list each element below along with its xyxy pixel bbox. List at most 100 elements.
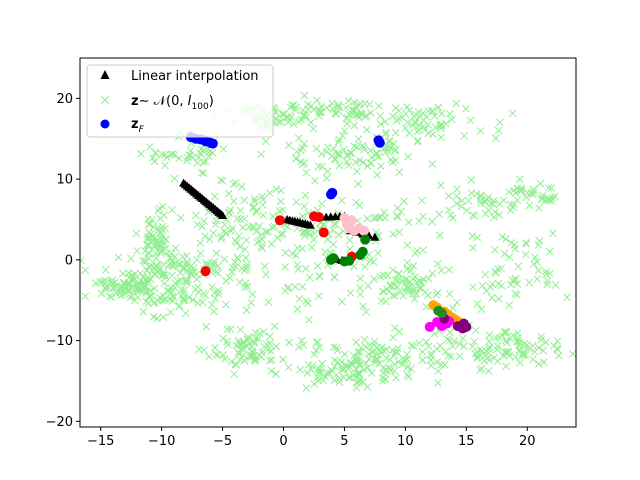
x-stroke [208,283,216,292]
background-point-x [315,272,324,281]
x-stroke [304,100,312,109]
x-stroke [401,279,410,288]
background-point-x [485,331,494,339]
x-stroke [175,302,183,311]
x-stroke [154,206,162,215]
x-stroke [208,300,216,309]
legend-box [86,64,274,138]
background-point-x [317,108,326,117]
background-point-x [513,333,522,342]
background-point-x [310,235,318,244]
x-stroke [304,209,313,217]
x-stroke [459,334,467,343]
background-point-x [428,160,437,168]
background-point-x [394,270,403,279]
background-point-x [307,118,315,127]
background-point-x [468,342,477,351]
x-stroke [267,240,276,248]
x-stroke [308,361,317,370]
x-stroke [482,287,491,295]
background-point-x [141,247,149,255]
background-point-x [352,110,360,119]
background-point-x [208,283,216,292]
background-point-x [131,270,139,278]
background-point-x [300,202,309,211]
x-stroke [255,350,263,359]
x-stroke [386,144,395,152]
x-stroke [373,350,382,359]
background-point-x [267,356,276,364]
x-stroke [233,215,242,223]
background-point-x [101,276,109,285]
background-point-x [338,365,346,374]
x-stroke [266,332,274,341]
x-stroke [505,253,514,262]
x-stroke [165,287,174,295]
background-point-x [183,156,191,165]
background-point-x [418,196,426,205]
background-point-x [382,128,390,137]
background-point-x [159,313,168,321]
background-point-x [101,284,110,292]
x-stroke [201,157,210,166]
background-point-x [235,350,243,358]
x-stroke [211,343,219,352]
background-point-x [200,217,208,225]
x-stroke [169,293,178,302]
legend-label-zf: zF [131,117,145,135]
background-point-x [511,244,519,253]
background-point-x [224,189,233,198]
background-point-x [519,348,528,356]
background-point-x [429,130,437,139]
x-stroke [393,204,402,213]
x-stroke [161,150,170,159]
background-point-x [450,337,459,345]
x-stroke [537,336,545,344]
background-point-x [245,340,254,348]
x-stroke [332,343,341,352]
x-stroke [301,191,310,200]
x-stroke [381,214,390,222]
background-point-x [514,262,523,271]
background-point-x [285,338,293,347]
background-point-x [511,289,520,298]
background-point-x [228,224,237,233]
x-stroke [357,108,365,117]
background-point-x [214,286,223,295]
background-point-x [350,142,359,151]
background-point-x [260,262,269,271]
background-point-x [234,348,243,357]
background-point-x [491,208,499,216]
background-point-x [521,250,530,259]
x-stroke [380,271,388,280]
background-point-x [334,101,343,109]
x-stroke [262,228,270,236]
x-stroke [163,249,171,258]
background-point-x [404,287,412,295]
x-stroke [144,276,152,285]
x-stroke [502,362,510,371]
x-stroke [193,275,201,284]
background-point-x [544,183,553,192]
x-stroke [364,350,373,359]
x-stroke [361,263,369,271]
interpolation-point [218,210,228,219]
background-point-x [140,279,148,287]
background-point-x [237,182,246,191]
x-stroke [157,246,166,255]
background-point-x [355,156,364,165]
background-point-x [298,244,307,253]
x-stroke [367,159,375,167]
background-point-x [249,202,258,211]
x-stroke [491,334,500,342]
x-stroke [349,262,358,271]
background-point-x [393,211,401,220]
x-stroke [292,154,301,163]
background-point-x [220,255,229,264]
x-stroke [267,356,276,364]
x-stroke [315,365,324,374]
x-stroke [528,341,537,350]
x-stroke [101,266,110,274]
background-point-x [444,192,453,200]
x-stroke [377,297,386,305]
